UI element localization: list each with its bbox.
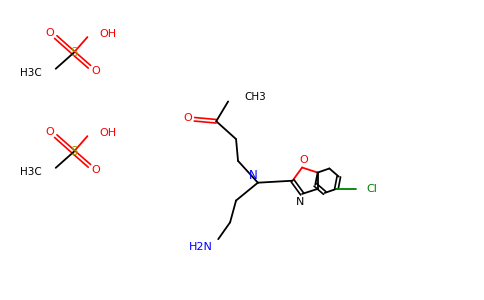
Text: O: O [91, 165, 100, 175]
Text: OH: OH [99, 128, 117, 138]
Text: OH: OH [99, 29, 117, 39]
Text: O: O [91, 66, 100, 76]
Text: CH3: CH3 [244, 92, 266, 101]
Text: S: S [70, 46, 77, 59]
Text: O: O [45, 28, 54, 38]
Text: O: O [300, 154, 308, 165]
Text: O: O [183, 113, 192, 123]
Text: H2N: H2N [188, 242, 212, 252]
Text: N: N [296, 197, 304, 207]
Text: H3C: H3C [20, 68, 42, 78]
Text: Cl: Cl [366, 184, 377, 194]
Text: N: N [248, 169, 257, 182]
Text: O: O [45, 127, 54, 137]
Text: H3C: H3C [20, 167, 42, 177]
Text: S: S [70, 146, 77, 158]
